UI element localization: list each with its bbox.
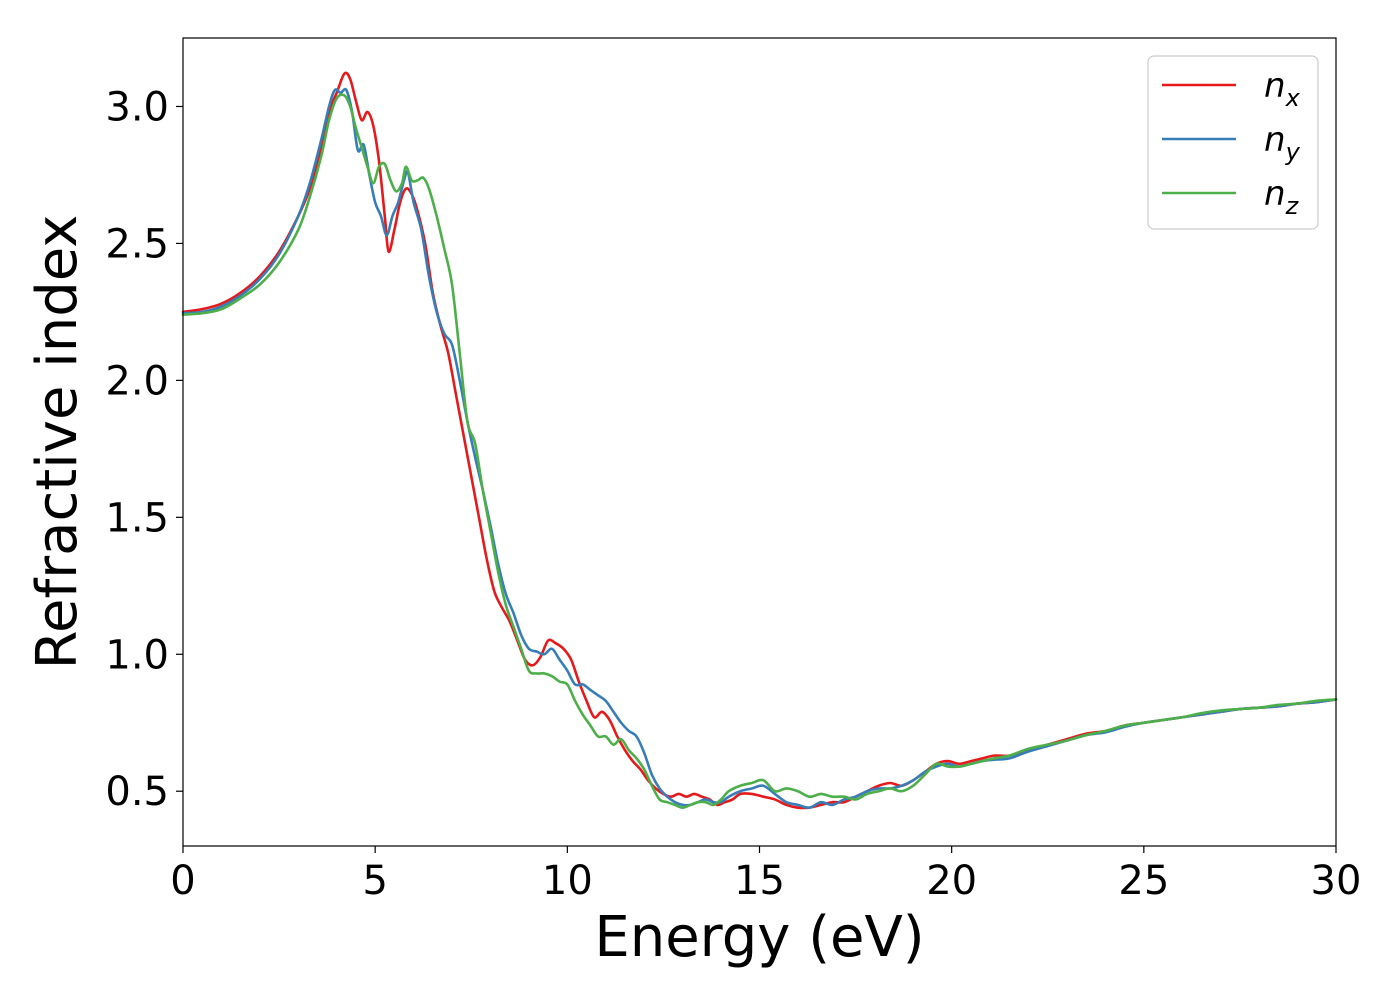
series-line-n-x: [181, 71, 1338, 810]
x-tick-label: 30: [1311, 858, 1362, 904]
x-tick-label: 15: [734, 858, 785, 904]
series-line-n-z: [181, 93, 1338, 809]
legend-label-n-x: nx: [1264, 66, 1301, 112]
series-layer: [181, 71, 1338, 810]
x-tick-label: 0: [170, 858, 195, 904]
legend-items: nx ny nz: [1162, 66, 1301, 220]
legend-box: [1147, 55, 1319, 230]
legend-label-n-z: nz: [1264, 174, 1300, 220]
y-axis-label: Refractive index: [25, 215, 90, 670]
x-axis-label: Energy (eV): [594, 905, 924, 970]
y-tick-label: 2.5: [105, 221, 169, 267]
y-tick-label: 0.5: [105, 769, 169, 815]
x-axis-ticks: 0 5 10 15 20 25 30: [170, 846, 1361, 904]
x-tick-label: 20: [926, 858, 977, 904]
x-tick-label: 25: [1118, 858, 1169, 904]
y-tick-label: 1.5: [105, 495, 169, 541]
y-tick-label: 3.0: [105, 84, 169, 130]
y-tick-label: 1.0: [105, 632, 169, 678]
legend-label-n-y: ny: [1264, 120, 1301, 166]
legend: nx ny nz: [1147, 55, 1319, 230]
series-line-n-y: [181, 87, 1338, 810]
y-axis-ticks: 0.5 1.0 1.5 2.0 2.5 3.0: [105, 84, 183, 815]
x-tick-label: 10: [542, 858, 593, 904]
x-tick-label: 5: [362, 858, 387, 904]
y-tick-label: 2.0: [105, 358, 169, 404]
